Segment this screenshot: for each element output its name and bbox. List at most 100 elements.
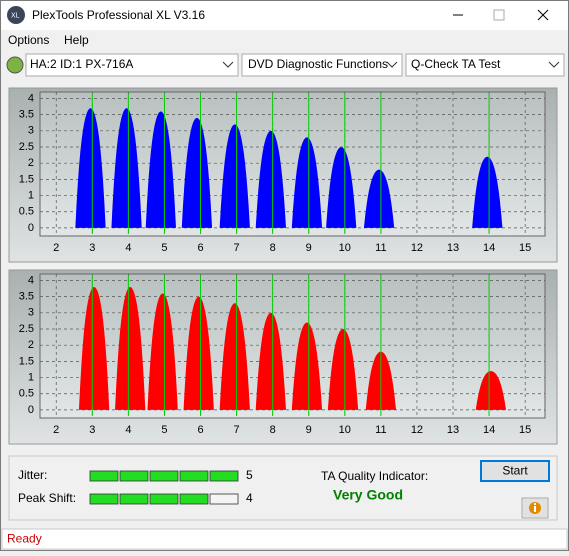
x-tick-label: 11 [375,242,386,254]
dropdown-arrow [386,61,398,68]
meters: Jitter: 5 Peak Shift: 4 [18,468,253,505]
peak [183,296,214,410]
window-title: PlexTools Professional XL V3.16 [32,8,205,22]
x-tick-label: 8 [270,424,276,436]
x-tick-label: 2 [53,424,59,436]
meter [89,470,239,482]
dropdown-arrow [548,61,560,68]
app-icon-text: XL [11,12,20,19]
x-tick-label: 13 [447,424,459,436]
peak [111,108,142,228]
x-tick-label: 5 [161,242,167,254]
info-icon-glyph [534,503,536,505]
peak [181,117,213,228]
y-tick-label: 2.5 [19,141,34,153]
status-bar [1,528,568,550]
y-tick-label: 2 [28,157,34,169]
meter-label: Jitter: [18,468,47,482]
peak [291,137,323,228]
info-icon-glyph [534,506,536,512]
menu-options[interactable]: Options [8,33,49,47]
x-tick-label: 15 [519,242,531,254]
peak [255,130,287,228]
x-tick-label: 15 [519,424,531,436]
start-button[interactable] [480,460,550,482]
meter-segment [89,470,119,482]
y-tick-label: 4 [28,92,34,104]
close-button[interactable] [537,9,549,21]
y-tick-label: 0.5 [19,206,34,218]
charts: 00.511.522.533.542 3 4 5 6 7 8 9 10 11 12 13 14 1500.… [8,87,558,445]
function-select-text: DVD Diagnostic Functions [248,57,388,71]
x-tick-label: 10 [339,242,351,254]
y-tick-label: 1.5 [19,173,34,185]
quality-value: Very Good [333,487,403,503]
y-tick-label: 1 [28,189,34,201]
start-button-text: Start [502,464,528,478]
x-tick-label: 9 [306,424,312,436]
x-tick-label: 12 [411,242,423,254]
meter-segment [209,470,239,482]
drive-select-text: HA:2 ID:1 PX-716A [30,57,133,71]
y-tick-label: 4 [28,274,34,286]
x-tick-label: 4 [125,424,131,436]
y-tick-label: 2.5 [19,323,34,335]
function-select[interactable] [241,53,403,77]
x-tick-label: 11 [375,424,386,436]
quality-label: TA Quality Indicator: [321,469,428,483]
x-tick-label: 14 [483,424,495,436]
x-tick-label: 6 [197,242,203,254]
x-tick-label: 7 [234,242,240,254]
x-tick-label: 12 [411,424,423,436]
dropdown-arrow [222,61,234,68]
x-tick-label: 8 [270,242,276,254]
peak [219,124,250,228]
chart: 0 0.5 1 1.5 2 2.5 3 3.5 4 2 3 4 5 6 7 8 9 10 11 12 13 14 15 [8,87,558,263]
y-tick-label: 3.5 [19,291,34,303]
peak [255,312,287,410]
y-tick-label: 3.5 [19,109,34,121]
meter-value: 4 [246,491,253,505]
title-bar [1,1,568,30]
peak [475,371,507,410]
y-tick-label: 3 [28,125,34,137]
x-tick-label: 5 [161,424,167,436]
x-tick-label: 4 [125,242,131,254]
peak [219,303,250,410]
meter-segment [119,470,149,482]
menu-help[interactable]: Help [64,33,89,47]
peak [75,108,106,228]
y-tick-label: 2 [28,339,34,351]
peak [78,286,110,410]
meter-segment [149,493,179,505]
y-tick-label: 1 [28,371,34,383]
x-tick-label: 10 [339,424,351,436]
peak [363,169,395,228]
y-tick-label: 0.5 [19,388,34,400]
meter-segment [179,470,209,482]
peak [147,293,178,410]
meter-segment [209,493,239,505]
peak [326,147,357,228]
maximize-button[interactable] [493,9,505,21]
drive-icon [6,56,24,74]
peak [327,329,359,410]
test-select[interactable] [405,53,565,77]
meter-segment [179,493,209,505]
y-tick-label: 0 [28,404,34,416]
meter-segment [119,493,149,505]
x-tick-label: 2 [53,242,59,254]
peak [145,111,176,228]
test-select-text: Q-Check TA Test [411,57,501,71]
x-tick-label: 9 [306,242,312,254]
chart: 0 0.5 1 1.5 2 2.5 3 3.5 4 2 3 4 5 6 7 8 9 10 11 12 13 14 15 [8,269,558,445]
peak [472,156,503,228]
drive-select[interactable] [25,53,239,77]
peak [291,322,323,410]
meter [89,493,239,505]
meter-segment [89,493,119,505]
y-tick-label: 0 [28,222,34,234]
results-panel [8,455,558,521]
meter-segment [149,470,179,482]
